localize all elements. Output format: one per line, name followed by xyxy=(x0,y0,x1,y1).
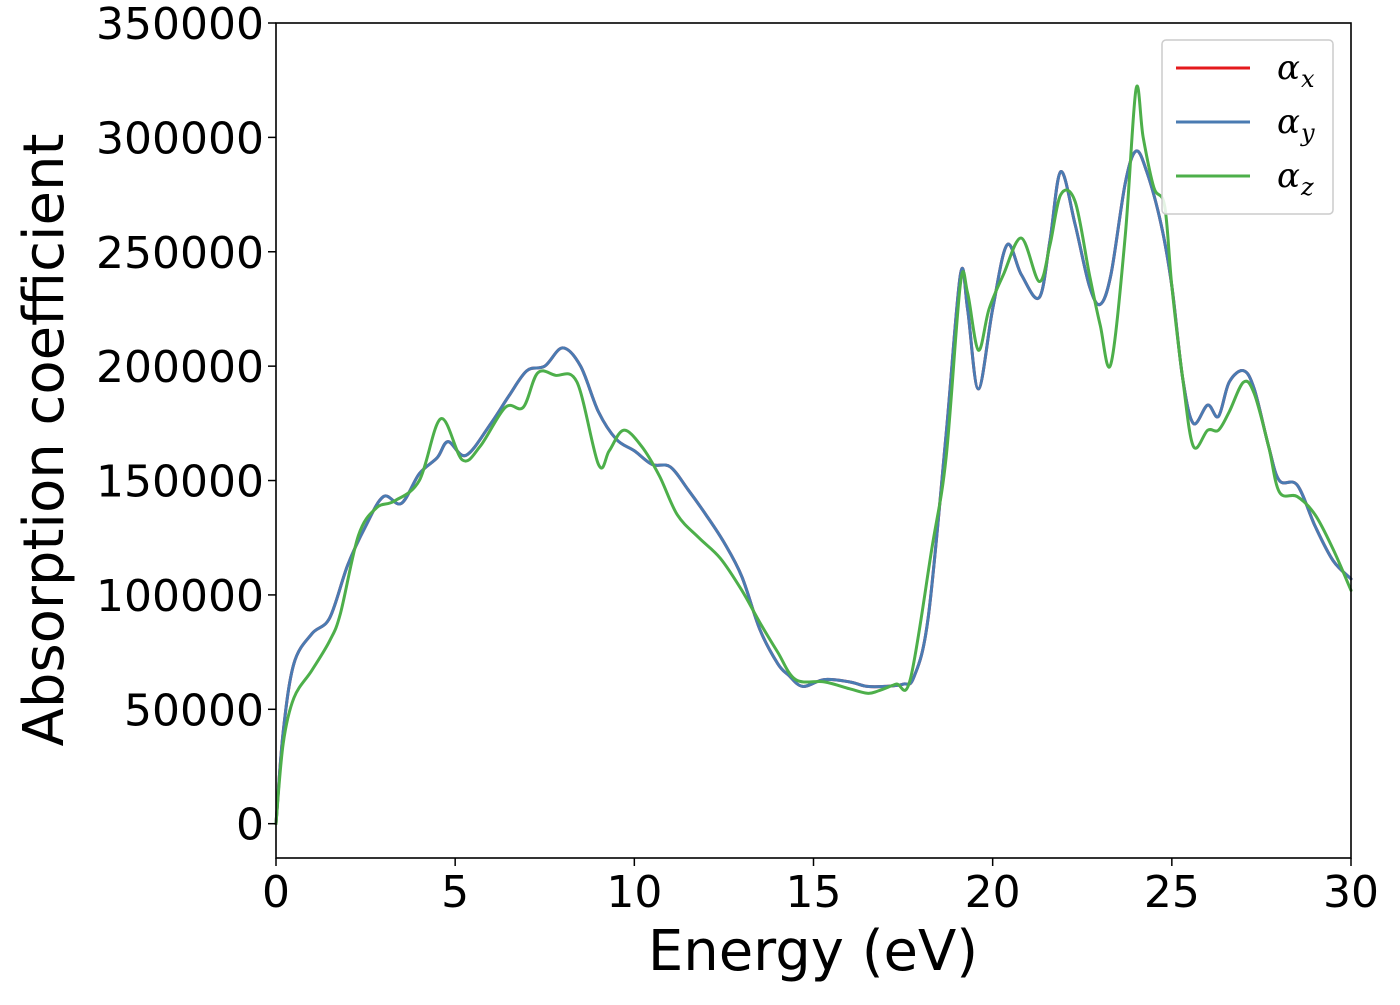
series-line-z xyxy=(274,84,1353,826)
y-axis-title: Absorption coefficient xyxy=(12,134,77,747)
y-tick-label: 300000 xyxy=(96,113,264,164)
x-tick-label: 15 xyxy=(786,867,842,918)
x-tick-label: 5 xyxy=(441,867,469,918)
x-tick-label: 30 xyxy=(1323,867,1379,918)
y-tick-label: 350000 xyxy=(96,0,264,50)
x-tick-label: 0 xyxy=(262,867,290,918)
y-tick-label: 250000 xyxy=(96,228,264,279)
x-axis-title: Energy (eV) xyxy=(648,919,978,984)
series-line-y xyxy=(274,149,1353,826)
y-tick-label: 0 xyxy=(236,800,264,851)
x-axis: 0 5 10 15 20 25 30 xyxy=(262,858,1379,918)
y-tick-label: 100000 xyxy=(96,571,264,622)
x-tick-label: 25 xyxy=(1144,867,1200,918)
x-tick-label: 10 xyxy=(606,867,662,918)
series-line-x xyxy=(274,149,1353,826)
y-axis: 0 50000 100000 150000 200000 250000 300000 3500… xyxy=(96,0,276,851)
y-tick-label: 150000 xyxy=(96,457,264,508)
y-tick-label: 200000 xyxy=(96,342,264,393)
y-tick-label: 50000 xyxy=(124,685,264,736)
legend-frame xyxy=(1161,39,1334,215)
series-layer xyxy=(274,84,1353,826)
x-tick-label: 20 xyxy=(965,867,1021,918)
